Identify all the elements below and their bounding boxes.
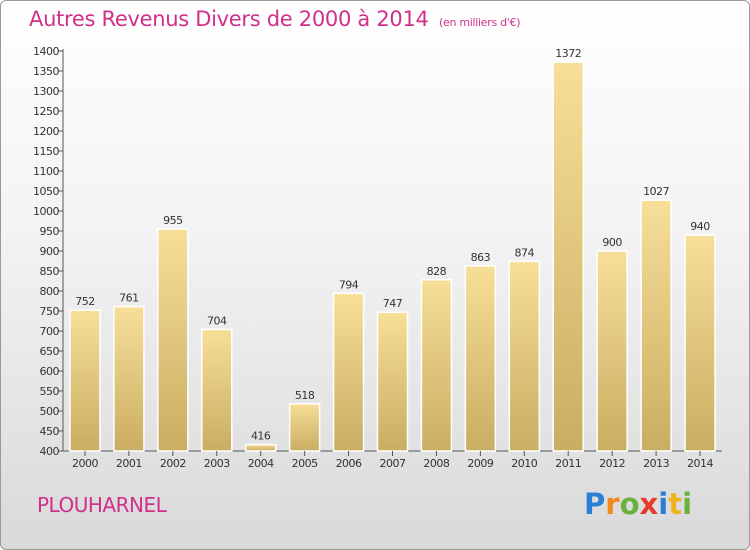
chart-subtitle: (en milliers d'€) — [439, 16, 521, 29]
bar — [288, 403, 321, 452]
y-tick-label: 1250 — [33, 105, 59, 118]
x-tick-label: 2013 — [643, 457, 669, 470]
y-tick-label: 1400 — [33, 45, 59, 58]
data-label: 416 — [251, 430, 271, 443]
logo-letter: t — [668, 487, 683, 521]
x-tick-label: 2014 — [687, 457, 713, 470]
y-tick-label: 1300 — [33, 85, 59, 98]
y-tick-label: 650 — [40, 345, 60, 358]
y-tick-label: 750 — [40, 305, 60, 318]
bar — [113, 305, 145, 452]
y-tick-label: 800 — [40, 285, 60, 298]
bar — [596, 250, 628, 452]
data-label: 1027 — [643, 185, 669, 198]
logo-letter: P — [584, 487, 606, 521]
y-tick-label: 850 — [40, 265, 60, 278]
chart-title: Autres Revenus Divers de 2000 à 2014 (en… — [29, 7, 520, 31]
data-label: 940 — [690, 220, 710, 233]
y-tick-label: 950 — [40, 225, 60, 238]
bar — [420, 279, 453, 452]
y-tick-label: 1150 — [33, 145, 59, 158]
x-tick-label: 2002 — [160, 457, 186, 470]
data-label: 1372 — [555, 47, 581, 60]
logo-letter: x — [639, 487, 659, 521]
bar — [201, 328, 233, 452]
data-label: 828 — [427, 265, 447, 278]
bar — [244, 443, 277, 452]
logo-letter: i — [658, 487, 669, 521]
y-tick-label: 600 — [40, 365, 60, 378]
chart-title-text: Autres Revenus Divers de 2000 à 2014 — [29, 7, 429, 31]
bar — [376, 311, 409, 452]
bar — [552, 61, 584, 452]
proxiti-logo: Proxiti — [584, 487, 692, 521]
data-label: 900 — [602, 236, 622, 249]
y-tick-label: 1000 — [33, 205, 59, 218]
y-tick-label: 1050 — [33, 185, 59, 198]
y-tick-label: 700 — [40, 325, 60, 338]
logo-letter: r — [605, 487, 620, 521]
x-tick-label: 2009 — [467, 457, 493, 470]
x-tick-label: 2003 — [204, 457, 230, 470]
bar — [332, 292, 365, 452]
x-tick-label: 2011 — [555, 457, 581, 470]
x-tick-label: 2008 — [423, 457, 449, 470]
y-tick-label: 1200 — [33, 125, 59, 138]
y-tick-label: 550 — [40, 385, 60, 398]
x-tick-label: 2001 — [116, 457, 142, 470]
y-tick-label: 1100 — [33, 165, 59, 178]
bar — [69, 309, 101, 452]
y-tick-label: 500 — [40, 405, 60, 418]
x-tick-label: 2012 — [599, 457, 625, 470]
data-label: 747 — [383, 297, 403, 310]
bar — [157, 228, 189, 452]
x-tick-label: 2007 — [380, 457, 406, 470]
data-label: 863 — [471, 251, 491, 264]
data-label: 752 — [75, 295, 95, 308]
data-label: 518 — [295, 389, 315, 402]
data-label: 794 — [339, 278, 359, 291]
x-tick-label: 2000 — [72, 457, 98, 470]
bar — [464, 265, 497, 452]
logo-letter: i — [682, 487, 693, 521]
bar — [640, 199, 672, 452]
y-tick-label: 400 — [40, 445, 60, 458]
data-label: 874 — [515, 246, 535, 259]
x-tick-label: 2006 — [336, 457, 362, 470]
x-tick-label: 2010 — [511, 457, 537, 470]
logo-letter: o — [619, 487, 640, 521]
y-tick-label: 900 — [40, 245, 60, 258]
city-name: PLOUHARNEL — [37, 493, 167, 517]
bar — [684, 234, 716, 452]
y-tick-label: 1350 — [33, 65, 59, 78]
y-tick-label: 450 — [40, 425, 60, 438]
x-tick-label: 2004 — [248, 457, 274, 470]
bar — [508, 260, 541, 452]
data-label: 955 — [163, 214, 183, 227]
data-label: 761 — [119, 292, 139, 305]
x-tick-label: 2005 — [292, 457, 318, 470]
data-label: 704 — [207, 314, 227, 327]
